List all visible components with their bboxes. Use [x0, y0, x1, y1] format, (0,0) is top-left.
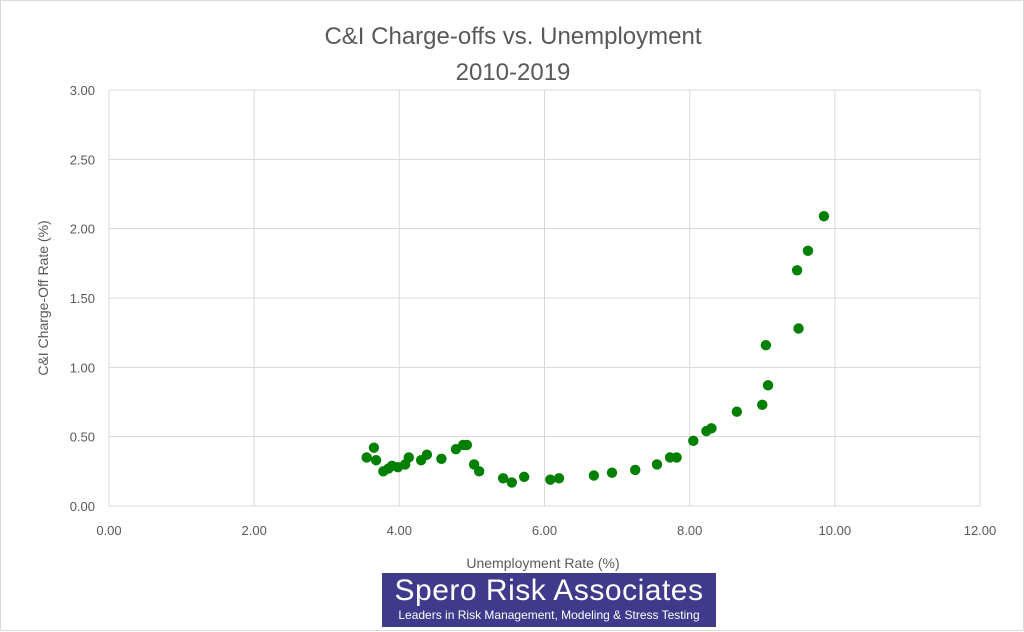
data-point [553, 473, 565, 484]
data-point [688, 435, 699, 447]
x-tick-label: 4.00 [387, 523, 412, 538]
tick-labels: 0.00 0.50 1.00 1.50 2.00 2.50 3.00 0.00 2.00 4.00… [70, 83, 997, 538]
data-point [793, 323, 804, 334]
data-point [606, 467, 618, 478]
data-point [368, 442, 380, 453]
y-tick-label: 2.50 [70, 152, 95, 167]
data-point [421, 449, 433, 460]
data-point [403, 452, 414, 463]
data-point [651, 459, 663, 470]
data-point [545, 474, 556, 485]
x-axis-title: Unemployment Rate (%) [466, 555, 619, 571]
data-point [760, 339, 772, 351]
data-point [588, 470, 600, 481]
x-tick-label: 6.00 [532, 523, 557, 538]
data-point [473, 466, 485, 477]
spero-logo: Spero Risk Associates Leaders in Risk Ma… [382, 573, 716, 627]
y-tick-label: 0.00 [70, 499, 95, 514]
data-point [518, 471, 530, 483]
x-tick-label: 2.00 [242, 523, 267, 538]
y-tick-label: 1.00 [70, 360, 95, 375]
chart-title-line-2: 2010-2019 [456, 59, 571, 86]
data-point [461, 439, 473, 451]
x-tick-label: 0.00 [96, 523, 121, 538]
data-point [706, 423, 717, 434]
x-tick-label: 12.00 [964, 523, 997, 538]
y-axis-title: C&I Charge-Off Rate (%) [35, 220, 51, 375]
data-point [506, 477, 518, 488]
logo-tagline: Leaders in Risk Management, Modeling & S… [398, 608, 700, 622]
data-point [762, 380, 774, 391]
data-point [361, 452, 372, 463]
data-point [791, 265, 803, 276]
data-point [731, 406, 743, 417]
y-tick-label: 1.50 [70, 291, 95, 306]
data-point [370, 455, 382, 466]
data-points [361, 210, 830, 488]
y-tick-label: 3.00 [70, 83, 95, 98]
y-tick-label: 2.00 [70, 222, 95, 237]
data-point [818, 210, 830, 222]
x-tick-label: 8.00 [677, 523, 702, 538]
gridlines [108, 89, 981, 507]
data-point [497, 473, 509, 484]
logo-name: Spero Risk Associates [394, 574, 704, 607]
data-point [436, 453, 447, 465]
data-point [757, 399, 768, 410]
x-tick-label: 10.00 [819, 523, 852, 538]
data-point [802, 245, 814, 257]
y-tick-label: 0.50 [70, 430, 95, 445]
data-point [671, 452, 682, 463]
chart-title-line-1: C&I Charge-offs vs. Unemployment [324, 23, 701, 50]
data-point [630, 464, 641, 476]
